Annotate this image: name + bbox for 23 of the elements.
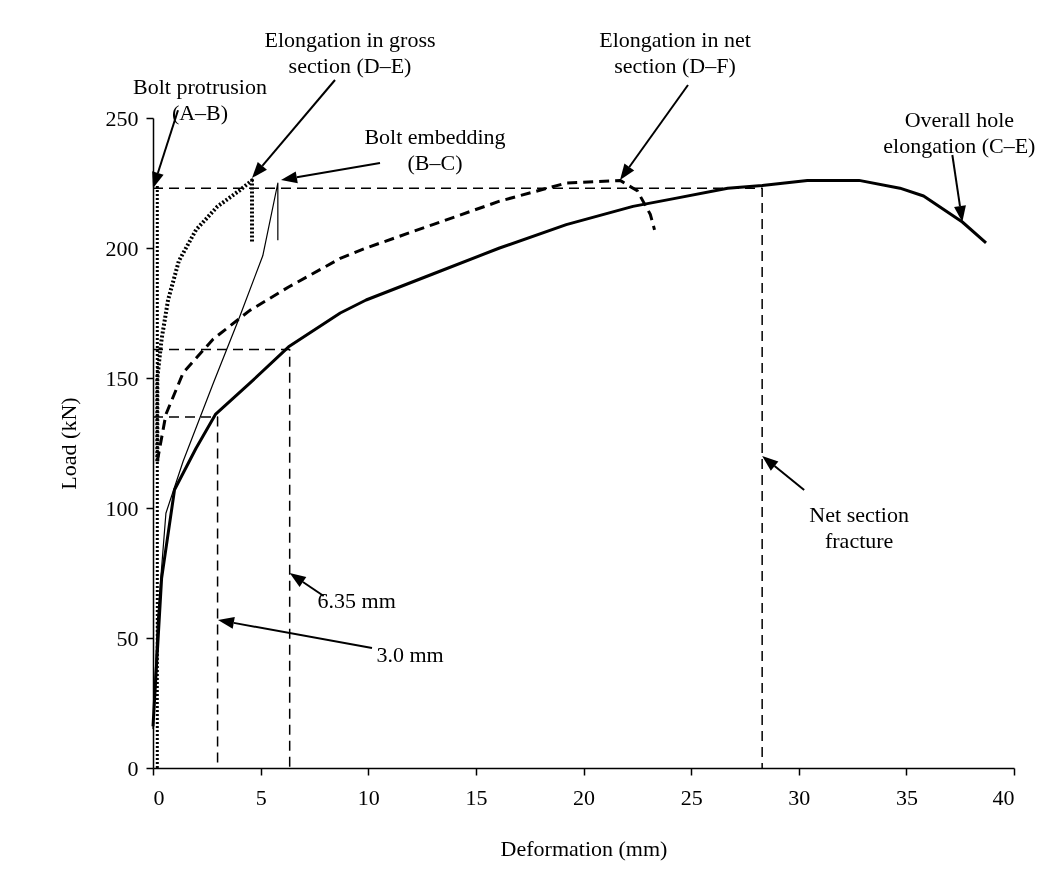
x-tick-label: 35 xyxy=(895,784,918,810)
x-tick-label: 0 xyxy=(153,784,165,810)
x-tick-label: 40 xyxy=(992,784,1015,810)
x-axis-title: Deformation (mm) xyxy=(500,835,668,861)
y-axis-title: Load (kN) xyxy=(55,397,81,490)
x-tick-label: 10 xyxy=(357,784,380,810)
y-tick-label: 0 xyxy=(127,755,139,781)
x-tick-label: 30 xyxy=(788,784,811,810)
text: Elongation in gross section (D–E) xyxy=(264,27,436,78)
annotation: Bolt embedding (B–C) xyxy=(364,124,506,175)
y-tick-label: 200 xyxy=(105,235,139,261)
text: Elongation in net section (D–F) xyxy=(599,27,751,78)
annotation: Net section fracture xyxy=(809,502,909,553)
y-tick-label: 50 xyxy=(116,625,139,651)
x-tick-label: 25 xyxy=(680,784,703,810)
x-tick-label: 20 xyxy=(573,784,595,810)
annotation: 6.35 mm xyxy=(317,588,396,613)
annotation: Overall hole elongation (C–E) xyxy=(883,107,1036,158)
x-tick-label: 15 xyxy=(465,784,488,810)
y-tick-label: 100 xyxy=(105,495,139,521)
annotation: 3.0 mm xyxy=(376,642,444,667)
y-tick-label: 150 xyxy=(105,365,139,391)
x-tick-label: 5 xyxy=(255,784,267,810)
